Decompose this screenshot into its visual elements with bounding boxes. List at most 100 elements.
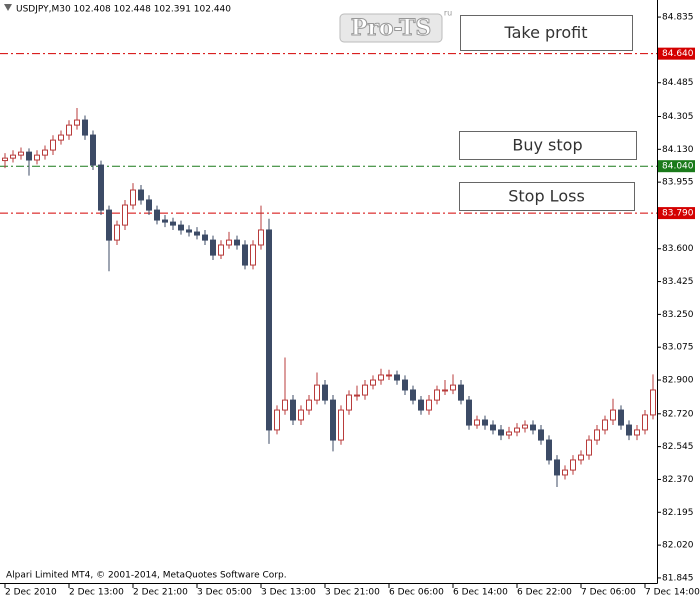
candle-body <box>258 229 264 246</box>
order-button[interactable]: Buy stop <box>459 131 637 160</box>
watermark-box <box>339 13 443 43</box>
candle-body <box>586 439 592 456</box>
y-tick-label: 83.600 <box>662 244 694 254</box>
candle-body <box>634 429 640 436</box>
candle-body <box>170 221 176 226</box>
button-label[interactable]: Take profit <box>503 23 587 42</box>
watermark-text: Pro-TS <box>351 15 432 41</box>
candle-body <box>346 394 352 411</box>
button-frame[interactable] <box>459 131 637 160</box>
candle-body <box>458 384 464 401</box>
x-tick-label: 2 Dec 21:00 <box>133 588 188 598</box>
x-tick-label: 3 Dec 21:00 <box>325 588 380 598</box>
candle-body <box>42 149 48 156</box>
candle-body <box>82 119 88 136</box>
y-tick-label: 83.075 <box>662 343 694 353</box>
level-tag <box>658 160 695 173</box>
candle-body <box>194 231 200 236</box>
candle-body <box>546 439 552 461</box>
button-frame[interactable] <box>459 182 635 211</box>
level-tag <box>658 47 695 60</box>
candle-body <box>130 189 136 206</box>
candle-body <box>410 389 416 401</box>
symbol-icon <box>4 4 12 11</box>
x-tick-label: 2 Dec 13:00 <box>69 588 124 598</box>
candle-body <box>154 209 160 221</box>
candle-body <box>474 419 480 426</box>
candle-body <box>186 229 192 233</box>
candle-body <box>66 124 72 136</box>
candle-body <box>370 379 376 386</box>
x-tick-label: 7 Dec 14:00 <box>645 588 700 598</box>
candle-body <box>322 384 328 401</box>
candle-body <box>394 374 400 381</box>
candle-body <box>426 399 432 411</box>
candle-body <box>234 239 240 246</box>
watermark: Pro-TS ru <box>339 9 452 43</box>
candle-body <box>50 139 56 151</box>
candle-body <box>242 244 248 266</box>
candle-body <box>482 419 488 426</box>
candle-body <box>98 164 104 211</box>
candle-body <box>450 384 456 391</box>
candle-body <box>506 431 512 436</box>
y-tick-label: 83.250 <box>662 310 694 320</box>
candle-body <box>106 209 112 241</box>
level-label: 84.040 <box>662 162 694 172</box>
x-tick-label: 6 Dec 22:00 <box>517 588 572 598</box>
y-tick-label: 82.720 <box>662 409 694 419</box>
candle-body <box>306 399 312 411</box>
candle-body <box>210 239 216 256</box>
level-tag <box>658 207 695 220</box>
candle-body <box>554 459 560 476</box>
x-tick-label: 2 Dec 2010 <box>5 588 57 598</box>
candle-body <box>202 234 208 241</box>
candle-body <box>34 154 40 161</box>
candle-body <box>290 399 296 421</box>
x-tick-label: 3 Dec 05:00 <box>197 588 252 598</box>
x-tick-label: 7 Dec 06:00 <box>581 588 636 598</box>
y-tick-label: 84.305 <box>662 112 694 122</box>
y-tick-label: 81.845 <box>662 573 694 583</box>
candle-body <box>610 409 616 421</box>
candle-body <box>626 424 632 436</box>
candle-body <box>330 399 336 441</box>
y-tick-label: 82.370 <box>662 475 694 485</box>
candle-body <box>178 224 184 231</box>
candle-body <box>338 409 344 441</box>
candle-body <box>402 379 408 391</box>
candle-body <box>74 119 80 126</box>
button-label[interactable]: Stop Loss <box>508 187 585 206</box>
candle-body <box>442 389 448 392</box>
candle-body <box>274 409 280 431</box>
candle-body <box>618 409 624 426</box>
watermark-sup: ru <box>444 9 452 18</box>
candle-body <box>522 424 528 429</box>
candle-body <box>58 134 64 141</box>
candle-body <box>378 374 384 381</box>
x-tick-label: 6 Dec 06:00 <box>389 588 444 598</box>
candle-body <box>570 459 576 471</box>
candle-body <box>122 204 128 226</box>
candle-body <box>282 399 288 411</box>
x-tick-label: 6 Dec 14:00 <box>453 588 508 598</box>
candle-body <box>90 134 96 166</box>
y-tick-label: 84.130 <box>662 145 694 155</box>
candle-body <box>530 424 536 431</box>
candle-body <box>498 429 504 436</box>
candle-body <box>314 384 320 401</box>
candle-body <box>386 374 392 377</box>
button-frame[interactable] <box>460 15 633 51</box>
y-tick-label: 82.020 <box>662 541 694 551</box>
button-label[interactable]: Buy stop <box>512 136 582 155</box>
candle-body <box>418 399 424 411</box>
candle-body <box>466 399 472 426</box>
candle-body <box>218 244 224 256</box>
order-button[interactable]: Stop Loss <box>459 182 635 211</box>
candle-body <box>146 199 152 211</box>
x-tick-label: 3 Dec 13:00 <box>261 588 316 598</box>
candle-body <box>562 469 568 476</box>
order-button[interactable]: Take profit <box>460 15 633 51</box>
